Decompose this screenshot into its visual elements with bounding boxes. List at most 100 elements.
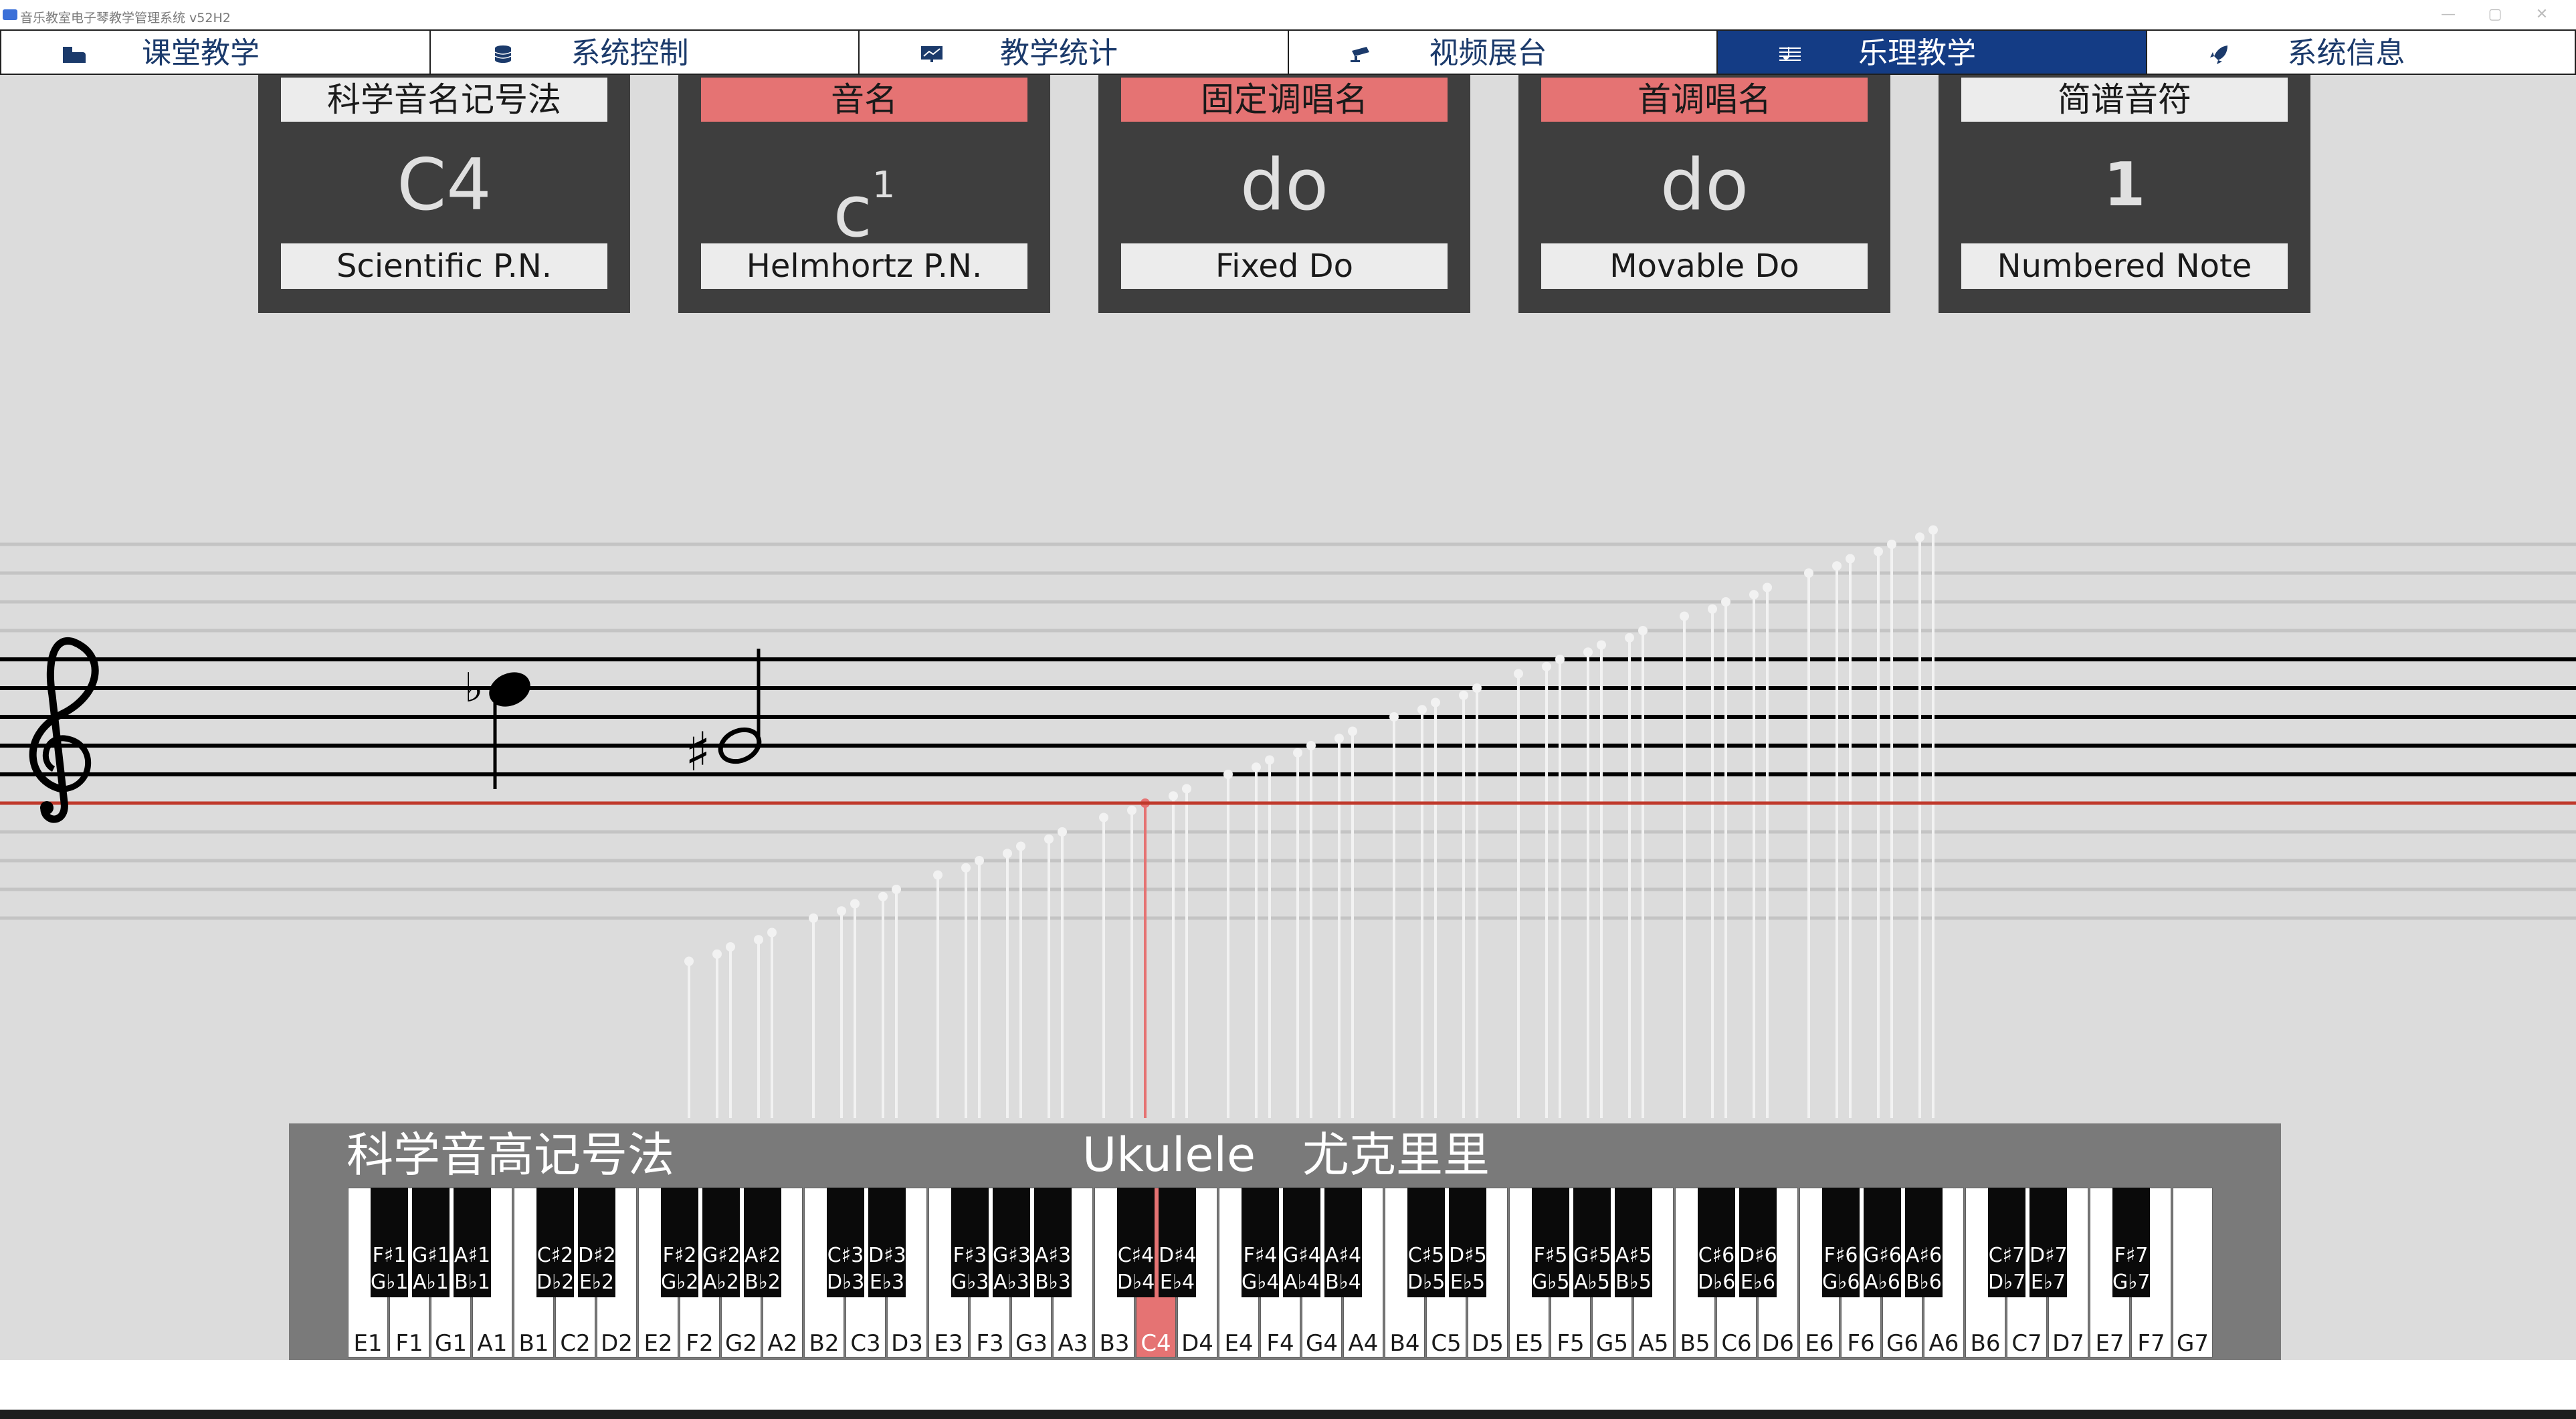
piano-key-asharp6[interactable]: A♯6 B♭6	[1905, 1188, 1943, 1297]
note-dot-csharp6[interactable]	[1708, 604, 1717, 614]
note-dot-e3[interactable]	[933, 870, 943, 880]
piano-key-dsharp5[interactable]: D♯5 E♭5	[1449, 1188, 1487, 1297]
tab-music-theory[interactable]: 乐理教学	[1716, 29, 2146, 75]
note-dot-fsharp3[interactable]	[961, 863, 971, 873]
piano-key-fsharp1[interactable]: F♯1 G♭1	[371, 1188, 408, 1297]
flat-note-head	[489, 672, 530, 707]
piano-key-csharp3[interactable]: C♯3 D♭3	[827, 1188, 864, 1297]
note-dot-gsharp6[interactable]	[1874, 546, 1883, 556]
note-dot-dsharp4[interactable]	[1169, 791, 1178, 801]
piano-key-dsharp6[interactable]: D♯6 E♭6	[1739, 1188, 1777, 1297]
note-dot-c6[interactable]	[1721, 597, 1730, 607]
piano-key-dsharp3[interactable]: D♯3 E♭3	[868, 1188, 906, 1297]
piano-key-csharp5[interactable]: C♯5 D♭5	[1407, 1188, 1445, 1297]
note-dot-a5[interactable]	[1638, 626, 1648, 635]
piano-key-csharp6[interactable]: C♯6 D♭6	[1698, 1188, 1735, 1297]
tab-system-info[interactable]: 系统信息	[2145, 29, 2576, 75]
note-dot-d4[interactable]	[1182, 784, 1191, 794]
piano-key-gsharp1[interactable]: G♯1 A♭1	[412, 1188, 450, 1297]
note-markers[interactable]	[684, 525, 1938, 1119]
note-dot-b2[interactable]	[809, 913, 818, 923]
tab-teaching-statistics[interactable]: 教学统计	[858, 29, 1288, 75]
note-dot-gsharp2[interactable]	[712, 949, 722, 959]
note-dot-asharp5[interactable]	[1625, 633, 1634, 643]
note-dot-f3[interactable]	[975, 856, 984, 865]
note-dot-csharp4[interactable]	[1127, 805, 1136, 815]
tab-classroom-teaching[interactable]: 课堂教学	[0, 29, 429, 75]
piano-key-asharp2[interactable]: A♯2 B♭2	[744, 1188, 781, 1297]
note-dot-a2[interactable]	[767, 927, 777, 938]
note-dot-b4[interactable]	[1389, 712, 1399, 722]
note-dot-c5[interactable]	[1431, 697, 1440, 707]
note-dot-dsharp5[interactable]	[1459, 690, 1468, 700]
note-dot-f6[interactable]	[1846, 554, 1855, 564]
piano-key-g7[interactable]: G7	[2173, 1188, 2213, 1357]
piano-key-fsharp5[interactable]: F♯5 G♭5	[1532, 1188, 1569, 1297]
piano-key-label: D6	[1762, 1330, 1794, 1357]
piano-key-dsharp7[interactable]: D♯7 E♭7	[2029, 1188, 2068, 1297]
note-dot-g2[interactable]	[726, 942, 735, 952]
piano-key-dsharp2[interactable]: D♯2 E♭2	[578, 1188, 616, 1297]
note-dot-csharp5[interactable]	[1417, 705, 1427, 715]
piano-key-gsharp5[interactable]: G♯5 A♭5	[1573, 1188, 1611, 1297]
tab-system-control[interactable]: 系统控制	[429, 29, 858, 75]
tab-video-booth[interactable]: 视频展台	[1287, 29, 1716, 75]
note-dot-g5[interactable]	[1597, 640, 1606, 650]
piano-key-csharp2[interactable]: C♯2 D♭2	[536, 1188, 574, 1297]
piano-key-fsharp3[interactable]: F♯3 G♭3	[951, 1188, 989, 1297]
note-dot-c3[interactable]	[850, 899, 860, 909]
piano-key-csharp4[interactable]: C♯4 D♭4	[1117, 1188, 1155, 1297]
piano-key-label: A4	[1348, 1330, 1379, 1357]
note-dot-asharp2[interactable]	[754, 935, 763, 945]
note-dot-f5[interactable]	[1555, 655, 1565, 664]
piano-key-fsharp7[interactable]: F♯7 G♭7	[2112, 1188, 2150, 1297]
black-key-sharp-label: A♯6	[1905, 1244, 1943, 1267]
piano-key-csharp7[interactable]: C♯7 D♭7	[1988, 1188, 2025, 1297]
close-button[interactable]: ✕	[2535, 6, 2549, 23]
note-dot-a4[interactable]	[1348, 726, 1357, 736]
note-dot-dsharp6[interactable]	[1749, 590, 1759, 600]
piano-key-asharp5[interactable]: A♯5 B♭5	[1615, 1188, 1652, 1297]
note-dot-csharp3[interactable]	[837, 906, 846, 916]
note-dot-a3[interactable]	[1058, 827, 1067, 837]
note-dot-asharp4[interactable]	[1334, 734, 1344, 744]
piano-key-fsharp2[interactable]: F♯2 G♭2	[661, 1188, 698, 1297]
note-dot-g6[interactable]	[1887, 540, 1896, 549]
piano-key-e3[interactable]: E3	[928, 1188, 969, 1357]
piano-key-fsharp6[interactable]: F♯6 G♭6	[1822, 1188, 1860, 1297]
note-dot-gsharp3[interactable]	[1003, 849, 1012, 859]
piano-key-gsharp3[interactable]: G♯3 A♭3	[993, 1188, 1031, 1297]
note-dot-e4[interactable]	[1223, 770, 1233, 779]
note-dot-asharp6[interactable]	[1915, 532, 1924, 542]
piano-key-asharp4[interactable]: A♯4 B♭4	[1324, 1188, 1362, 1297]
note-dot-b5[interactable]	[1680, 611, 1689, 621]
piano-key-fsharp4[interactable]: F♯4 G♭4	[1242, 1188, 1279, 1297]
note-dot-fsharp5[interactable]	[1542, 661, 1551, 671]
note-dot-d6[interactable]	[1763, 582, 1772, 592]
tab-label: 系统信息	[2287, 36, 2405, 70]
maximize-button[interactable]: ▢	[2488, 6, 2502, 23]
piano-key-gsharp6[interactable]: G♯6 A♭6	[1864, 1188, 1902, 1297]
piano-key-dsharp4[interactable]: D♯4 E♭4	[1159, 1188, 1197, 1297]
note-dot-g3[interactable]	[1016, 841, 1025, 851]
note-dot-fsharp6[interactable]	[1832, 561, 1842, 571]
note-dot-b3[interactable]	[1099, 812, 1108, 823]
note-dot-e6[interactable]	[1804, 568, 1813, 578]
note-dot-e5[interactable]	[1514, 669, 1523, 679]
note-dot-d5[interactable]	[1472, 683, 1482, 693]
note-dot-gsharp4[interactable]	[1293, 748, 1302, 758]
note-dot-asharp3[interactable]	[1044, 834, 1054, 844]
note-dot-dsharp3[interactable]	[878, 891, 888, 901]
note-dot-f2[interactable]	[684, 956, 694, 966]
note-dot-a6[interactable]	[1928, 525, 1938, 535]
note-dot-f4[interactable]	[1265, 755, 1274, 765]
minimize-button[interactable]: —	[2441, 6, 2456, 23]
note-dot-d3[interactable]	[892, 885, 901, 894]
note-dot-gsharp5[interactable]	[1583, 647, 1593, 657]
piano-key-asharp3[interactable]: A♯3 B♭3	[1034, 1188, 1072, 1297]
piano-key-asharp1[interactable]: A♯1 B♭1	[454, 1188, 491, 1297]
piano-key-gsharp2[interactable]: G♯2 A♭2	[702, 1188, 740, 1297]
note-dot-fsharp4[interactable]	[1252, 762, 1261, 772]
piano-key-gsharp4[interactable]: G♯4 A♭4	[1283, 1188, 1321, 1297]
note-dot-g4[interactable]	[1306, 741, 1316, 750]
